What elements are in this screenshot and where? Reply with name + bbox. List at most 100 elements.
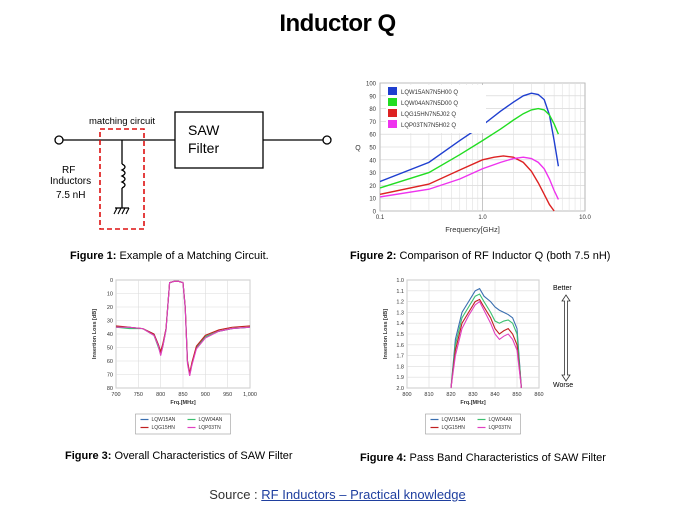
rf-label-2: Inductors bbox=[50, 176, 92, 187]
input-terminal bbox=[54, 135, 64, 145]
better-label: Better bbox=[553, 285, 572, 292]
y-tick-label: 80 bbox=[369, 107, 376, 113]
series-line-2 bbox=[379, 107, 560, 189]
slide-title: Inductor Q bbox=[279, 10, 396, 37]
worse-label: Worse bbox=[553, 382, 574, 389]
legend-label: LQP03TN7N5H02 Q bbox=[401, 123, 456, 129]
y-axis-label: Q bbox=[355, 145, 361, 152]
y-tick-label: 100 bbox=[366, 82, 377, 88]
x-axis-label: Frq.[MHz] bbox=[460, 400, 486, 406]
legend-label: LQW04AN bbox=[489, 417, 513, 423]
saw-label-2: Filter bbox=[188, 140, 220, 156]
y-tick-label: 20 bbox=[369, 184, 376, 190]
legend-label: LQW15AN bbox=[442, 417, 466, 423]
y-tick-label: 1.8 bbox=[396, 364, 404, 370]
legend bbox=[386, 85, 486, 133]
y-tick-label: 20 bbox=[107, 305, 113, 311]
series-line-4 bbox=[450, 300, 522, 389]
inductor-coil bbox=[120, 163, 126, 189]
legend-swatch bbox=[388, 120, 397, 128]
series-line-3 bbox=[450, 298, 522, 389]
y-tick-label: 40 bbox=[369, 158, 376, 164]
figure1-caption: Figure 1: Example of a Matching Circuit. bbox=[70, 250, 269, 262]
source-prefix: Source : bbox=[209, 487, 262, 502]
y-tick-label: 1.2 bbox=[396, 300, 404, 306]
y-tick-label: 1.3 bbox=[396, 310, 404, 316]
legend-label: LQP03TN bbox=[489, 425, 512, 431]
legend bbox=[425, 413, 521, 435]
x-tick-label: 820 bbox=[446, 392, 455, 398]
rf-label-1: RF bbox=[62, 165, 76, 176]
y-tick-label: 30 bbox=[369, 171, 376, 177]
x-tick-label: 860 bbox=[534, 392, 543, 398]
matching-circuit-label: matching circuit bbox=[89, 116, 155, 127]
figure4-caption: Figure 4: Pass Band Characteristics of S… bbox=[360, 452, 606, 464]
y-axis-label: Insertion Loss [dB] bbox=[383, 309, 389, 359]
saw-filter-box bbox=[174, 111, 264, 169]
inductor-q-chart: 0 10 20 30 40 50 60 70 80 90 100 0.1 1.0 10.0 Frequenc… bbox=[355, 82, 591, 235]
y-tick-label: 1.1 bbox=[396, 289, 404, 295]
legend-label: LQW04AN bbox=[199, 417, 223, 423]
x-tick-label: 840 bbox=[490, 392, 499, 398]
y-tick-label: 50 bbox=[107, 346, 113, 352]
y-tick-label: 0 bbox=[110, 278, 113, 284]
figure3-caption: Figure 3: Overall Characteristics of SAW… bbox=[65, 450, 293, 462]
x-tick-label: 950 bbox=[223, 392, 232, 398]
y-tick-label: 30 bbox=[107, 319, 113, 325]
legend-swatch bbox=[388, 98, 397, 106]
y-tick-label: 70 bbox=[107, 373, 113, 379]
legend-swatch bbox=[388, 109, 397, 117]
legend-label: LQW15AN7N5H00 Q bbox=[401, 90, 458, 96]
y-tick-label: 90 bbox=[369, 94, 376, 100]
x-tick-label: 810 bbox=[424, 392, 433, 398]
legend-swatch bbox=[388, 87, 397, 95]
output-terminal bbox=[322, 135, 332, 145]
legend-label: LQP03TN bbox=[199, 425, 222, 431]
y-tick-label: 0 bbox=[373, 210, 377, 216]
x-tick-label: 800 bbox=[402, 392, 411, 398]
y-tick-label: 10 bbox=[107, 292, 113, 298]
legend-label: LQW04AN7N5D00 Q bbox=[401, 101, 458, 107]
x-tick-label: 850 bbox=[512, 392, 521, 398]
source-link[interactable]: RF Inductors – Practical knowledge bbox=[261, 487, 466, 502]
y-tick-label: 1.4 bbox=[396, 321, 404, 327]
y-tick-label: 50 bbox=[369, 146, 376, 152]
series-line-4 bbox=[116, 280, 251, 376]
y-tick-label: 1.0 bbox=[396, 278, 404, 284]
x-tick-label: 10.0 bbox=[579, 215, 591, 221]
x-tick-label: 700 bbox=[111, 392, 120, 398]
series-line-1 bbox=[450, 287, 522, 389]
legend-label: LQG15HN bbox=[152, 425, 176, 431]
y-tick-label: 60 bbox=[107, 359, 113, 365]
x-tick-label: 900 bbox=[201, 392, 210, 398]
y-tick-label: 1.7 bbox=[396, 354, 404, 360]
y-tick-label: 1.6 bbox=[396, 343, 404, 349]
x-tick-label: 830 bbox=[468, 392, 477, 398]
x-axis-label: Frq.[MHz] bbox=[170, 400, 196, 406]
y-tick-label: 60 bbox=[369, 133, 376, 139]
rf-label-3: 7.5 nH bbox=[56, 190, 86, 201]
y-tick-label: 80 bbox=[107, 386, 113, 392]
x-tick-label: 850 bbox=[178, 392, 187, 398]
y-tick-label: 10 bbox=[369, 197, 376, 203]
y-tick-label: 2.0 bbox=[396, 386, 404, 392]
legend-label: LQW15AN bbox=[152, 417, 176, 423]
y-tick-label: 70 bbox=[369, 120, 376, 126]
y-tick-label: 1.5 bbox=[396, 332, 404, 338]
y-tick-label: 40 bbox=[107, 332, 113, 338]
matching-circuit-diagram bbox=[54, 111, 332, 230]
x-tick-label: 750 bbox=[134, 392, 143, 398]
saw-label-1: SAW bbox=[188, 122, 220, 138]
series-line-2 bbox=[450, 293, 522, 389]
series-line-4 bbox=[379, 156, 560, 200]
x-tick-label: 1.0 bbox=[478, 215, 487, 221]
x-tick-label: 0.1 bbox=[376, 215, 385, 221]
legend-label: LQG15HN7N5J02 Q bbox=[401, 112, 456, 118]
legend bbox=[135, 413, 231, 435]
figure2-caption: Figure 2: Comparison of RF Inductor Q (b… bbox=[350, 250, 611, 262]
series-line-3 bbox=[379, 155, 555, 212]
legend-label: LQG15HN bbox=[442, 425, 466, 431]
x-tick-label: 800 bbox=[156, 392, 165, 398]
